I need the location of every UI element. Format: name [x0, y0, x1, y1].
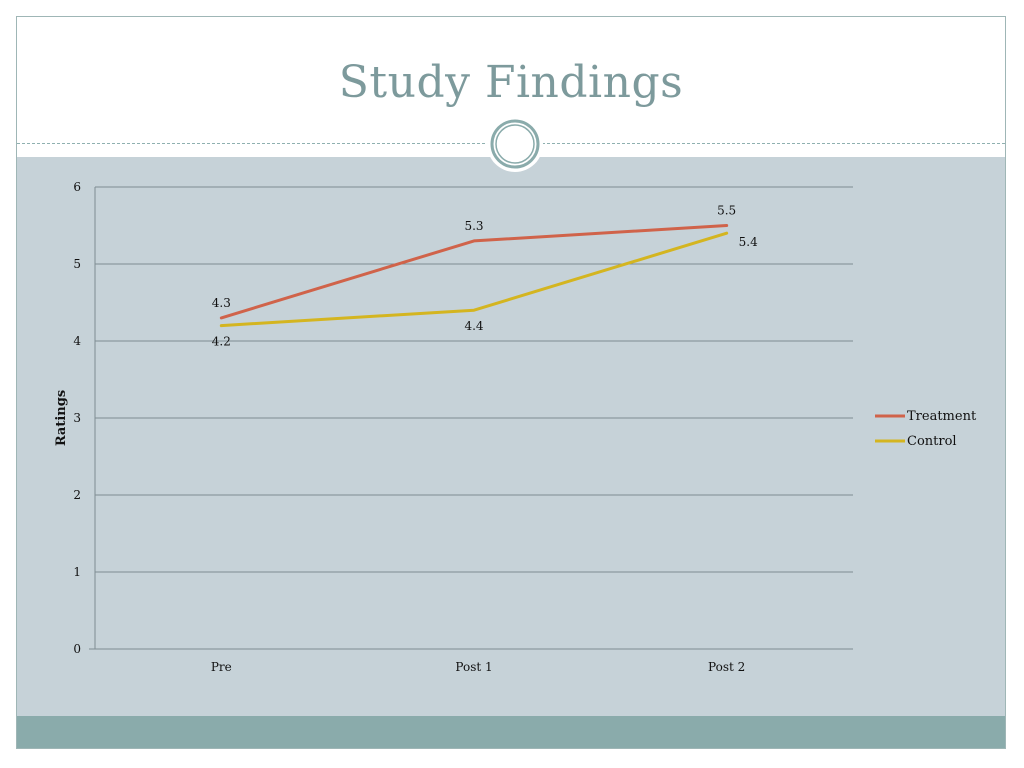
- slide-title: Study Findings: [338, 57, 684, 108]
- y-tick-label-4: 4: [73, 334, 81, 348]
- data-label-treatment-1: 5.3: [464, 219, 483, 233]
- circle-ornament-icon: [487, 116, 543, 172]
- footer-band: [17, 716, 1005, 748]
- data-label-treatment-0: 4.3: [212, 296, 231, 310]
- series-line-treatment: [219, 224, 729, 320]
- data-label-control-2: 5.4: [739, 235, 758, 249]
- y-tick-label-6: 6: [73, 180, 81, 194]
- line-chart: 0 1 2 3 4 5 6 Pre Post 1 Post 2 Ratings 4.3 5.3 5.5 4.…: [54, 180, 977, 674]
- data-label-treatment-2: 5.5: [717, 204, 736, 218]
- x-tick-label-2: Post 2: [708, 660, 745, 674]
- legend-label-control: Control: [907, 434, 957, 449]
- series-line-control: [219, 231, 729, 328]
- data-label-control-1: 4.4: [464, 319, 483, 333]
- chart-area: 0 1 2 3 4 5 6 Pre Post 1 Post 2 Ratings 4.3 5.3 5.5 4.…: [17, 157, 1005, 716]
- slide: Study Findings 0 1 2 3 4 5 6 Pre Post 1 Post 2 Rat…: [16, 16, 1006, 749]
- y-axis-title: Ratings: [54, 390, 69, 446]
- y-tick-label-2: 2: [73, 488, 81, 502]
- y-tick-label-0: 0: [73, 642, 81, 656]
- y-tick-label-5: 5: [73, 257, 81, 271]
- data-label-control-0: 4.2: [212, 335, 231, 349]
- legend-label-treatment: Treatment: [907, 409, 977, 424]
- y-tick-label-1: 1: [73, 565, 81, 579]
- x-tick-label-0: Pre: [211, 660, 232, 674]
- x-tick-label-1: Post 1: [455, 660, 492, 674]
- y-tick-label-3: 3: [73, 411, 81, 425]
